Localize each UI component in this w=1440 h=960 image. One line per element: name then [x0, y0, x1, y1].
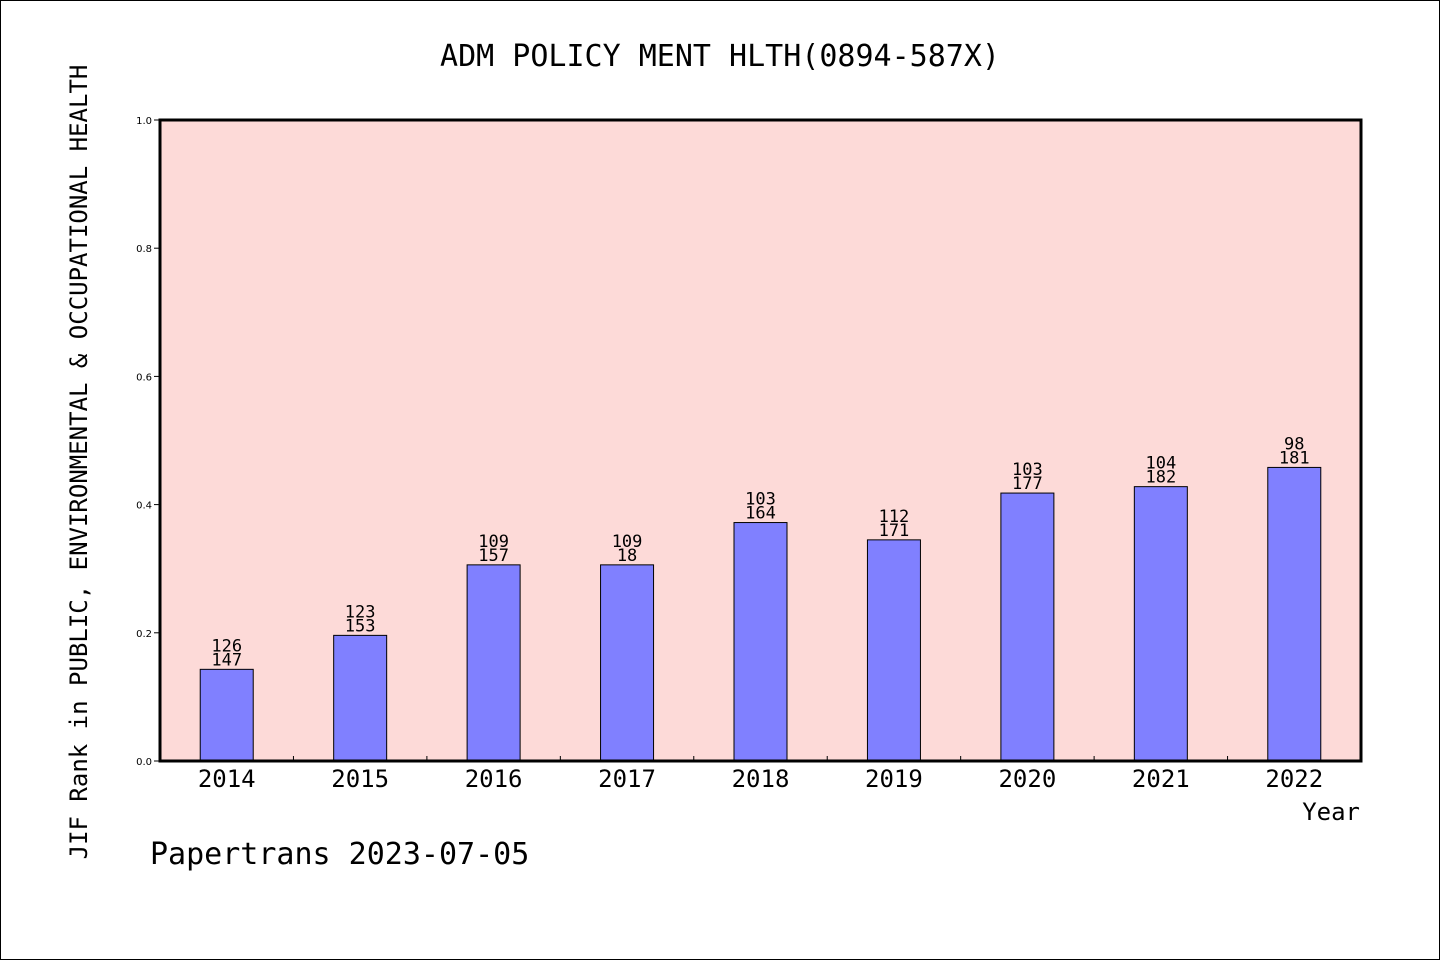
x-tick-label: 2019 [865, 765, 923, 793]
bar-2018 [733, 522, 788, 762]
y-axis-label: JIF Rank in PUBLIC, ENVIRONMENTAL & OCCU… [65, 65, 93, 860]
x-axis-label: Year [1302, 798, 1360, 826]
x-tick-label: 2018 [732, 765, 790, 793]
bar-2017 [600, 564, 655, 762]
x-tick-label: 2015 [331, 765, 389, 793]
bar-label-top: 103 [745, 490, 776, 510]
y-tick-label: 0.0 [136, 757, 152, 768]
bar-2022 [1267, 466, 1322, 762]
bar-label-bottom: 157 [478, 546, 509, 566]
y-tick-label: 1.0 [136, 116, 152, 127]
bar-label-bottom: 18 [617, 546, 637, 566]
y-tick-label: 0.2 [136, 629, 152, 640]
bar-2021 [1133, 486, 1188, 762]
y-tick-label: 0.8 [136, 244, 152, 255]
bar-label-bottom: 177 [1012, 474, 1043, 494]
plot-border [158, 118, 1363, 763]
bar-2019 [866, 539, 921, 762]
y-tick-label: 0.6 [136, 372, 152, 383]
bar-2020 [1000, 492, 1055, 762]
bar-label-bottom: 153 [345, 616, 376, 636]
bar-label-top: 103 [1012, 460, 1043, 480]
x-tick-label: 2021 [1132, 765, 1190, 793]
bar-label-top: 126 [211, 636, 242, 656]
x-tick-label: 2017 [598, 765, 656, 793]
chart-title: ADM POLICY MENT HLTH(0894-587X) [440, 39, 1000, 74]
bar-label-top: 123 [345, 602, 376, 622]
bar-label-bottom: 171 [879, 521, 910, 541]
bar-label-bottom: 147 [211, 650, 242, 670]
bar-label-top: 98 [1284, 434, 1304, 454]
bar-2016 [466, 564, 521, 762]
bar-2015 [333, 634, 388, 762]
bar-label-top: 104 [1145, 454, 1176, 474]
bar-label-bottom: 181 [1279, 448, 1310, 468]
y-tick-label: 0.4 [136, 501, 152, 512]
x-tick-label: 2016 [465, 765, 523, 793]
bar-label-bottom: 182 [1145, 468, 1176, 488]
bar-label-top: 112 [879, 507, 910, 527]
x-tick-label: 2020 [998, 765, 1056, 793]
x-tick-label: 2014 [198, 765, 256, 793]
watermark-text: Papertrans 2023-07-05 [150, 837, 529, 872]
bar-label-top: 109 [612, 532, 643, 552]
bar-label-bottom: 164 [745, 504, 776, 524]
bar-2014 [199, 668, 254, 762]
bar-label-top: 109 [478, 532, 509, 552]
x-tick-label: 2022 [1265, 765, 1323, 793]
